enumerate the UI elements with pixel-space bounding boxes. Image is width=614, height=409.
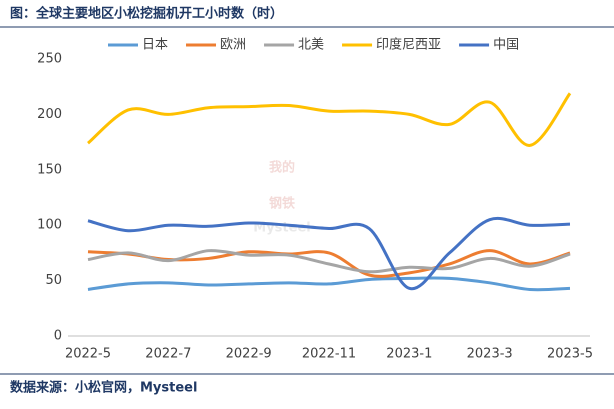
watermark: 钢铁 bbox=[269, 196, 295, 212]
y-tick-label: 150 bbox=[37, 162, 62, 177]
series-line bbox=[87, 249, 571, 274]
legend-label: 北美 bbox=[298, 38, 324, 53]
chart-title: 图：全球主要地区小松挖掘机开工小时数（时） bbox=[10, 6, 283, 22]
x-tick-label: 2023-5 bbox=[547, 347, 593, 362]
x-tick-label: 2022-9 bbox=[226, 347, 272, 362]
x-tick-label: 2022-5 bbox=[65, 347, 111, 362]
y-tick-label: 100 bbox=[37, 218, 62, 233]
series-line bbox=[87, 92, 572, 147]
y-tick-label: 50 bbox=[45, 273, 62, 288]
y-tick-label: 0 bbox=[54, 329, 62, 344]
y-tick-label: 200 bbox=[37, 107, 62, 122]
legend-label: 日本 bbox=[142, 38, 168, 53]
x-tick-label: 2023-1 bbox=[386, 347, 432, 362]
legend-label: 印度尼西亚 bbox=[376, 37, 441, 53]
series-line bbox=[87, 276, 571, 292]
legend-label: 中国 bbox=[493, 38, 519, 53]
x-tick-label: 2022-7 bbox=[145, 347, 191, 362]
legend-label: 欧洲 bbox=[220, 38, 246, 53]
source: 数据来源：小松官网，Mysteel bbox=[10, 380, 197, 396]
x-tick-label: 2022-11 bbox=[302, 347, 356, 362]
series-line bbox=[87, 216, 571, 290]
y-tick-label: 250 bbox=[37, 52, 62, 67]
watermark: 我的 bbox=[269, 160, 295, 176]
x-tick-label: 2023-3 bbox=[467, 347, 513, 362]
